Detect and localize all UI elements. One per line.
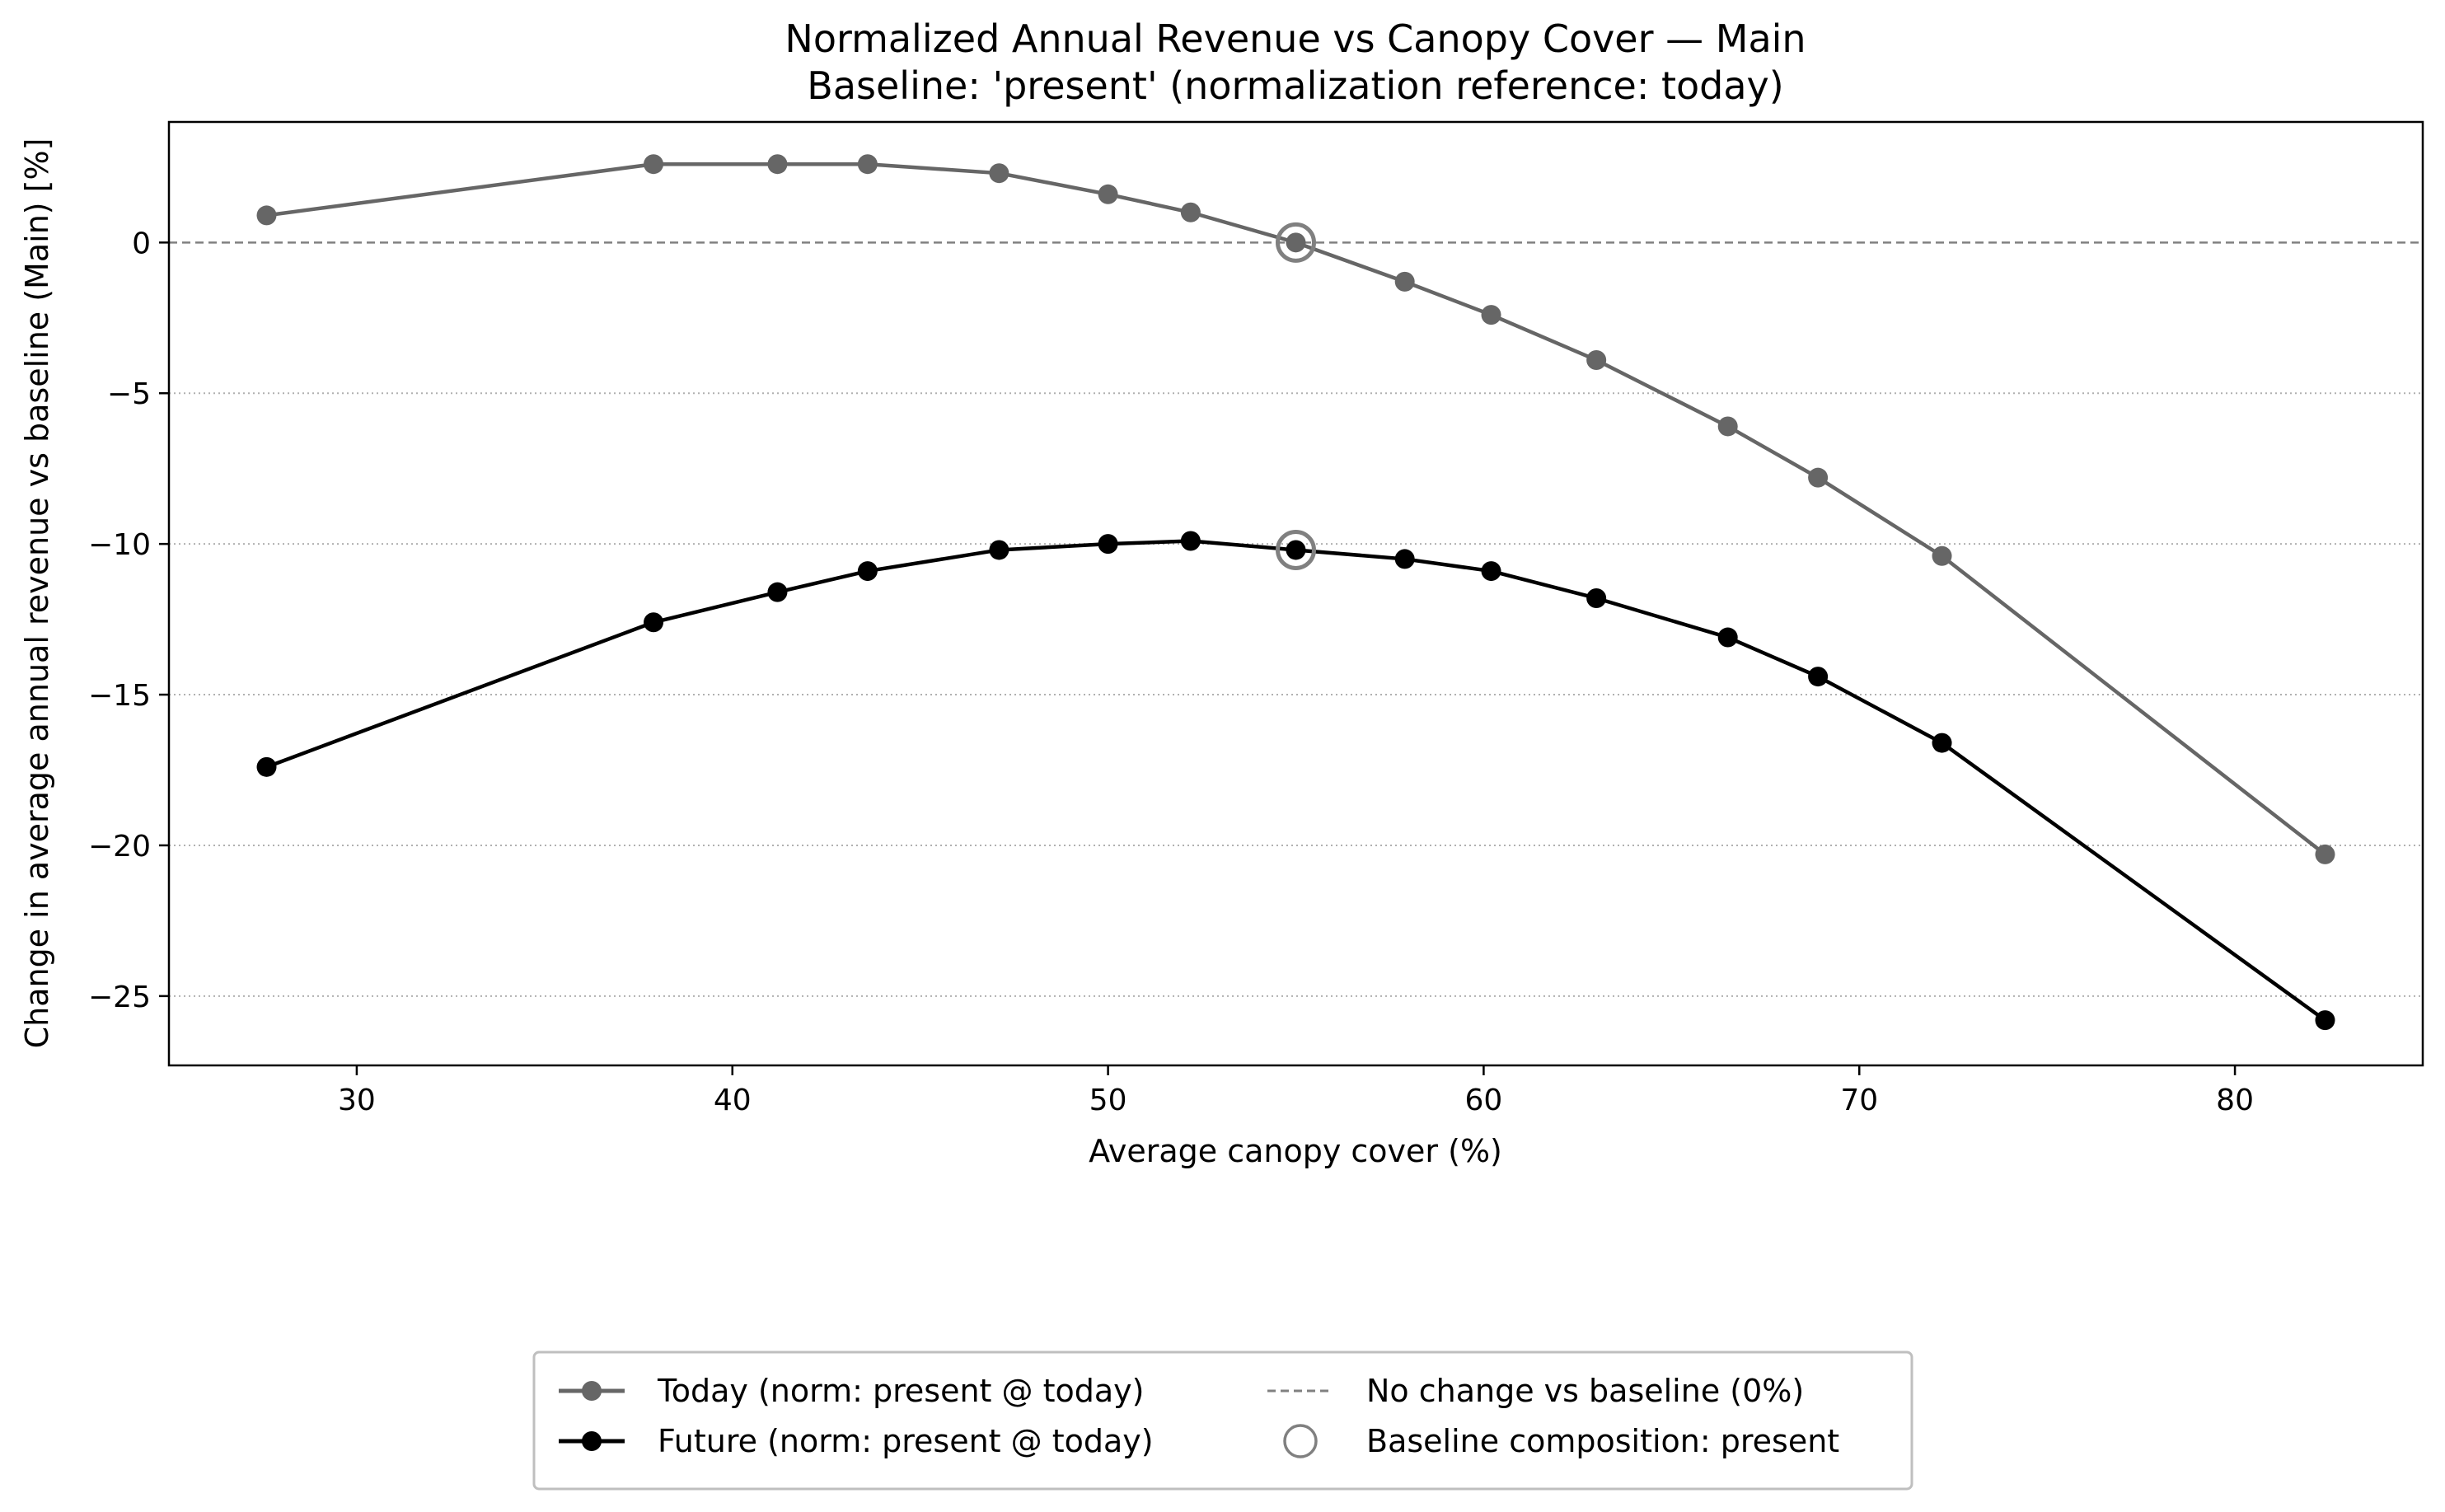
data-point-today	[767, 154, 788, 175]
data-point-future	[256, 756, 277, 777]
data-point-today	[1286, 232, 1306, 253]
data-point-future	[767, 582, 788, 602]
data-point-today	[644, 154, 664, 175]
data-point-future	[1717, 627, 1738, 648]
x-tick-label: 60	[1465, 1084, 1503, 1117]
data-point-future	[1586, 587, 1607, 608]
data-point-today	[1717, 416, 1738, 437]
data-point-future	[644, 612, 664, 633]
legend-marker-future	[582, 1431, 602, 1451]
x-tick-label: 70	[1840, 1084, 1878, 1117]
y-tick-label: −25	[88, 981, 151, 1014]
x-tick-label: 40	[714, 1084, 752, 1117]
x-tick-label: 30	[338, 1084, 376, 1117]
data-point-future	[1394, 549, 1415, 569]
data-point-future	[857, 561, 878, 582]
data-point-today	[1481, 305, 1501, 325]
legend-marker-today	[582, 1381, 602, 1401]
data-point-future	[1286, 540, 1306, 560]
data-point-today	[857, 154, 878, 175]
data-point-future	[989, 540, 1009, 560]
plot-frame	[167, 120, 2424, 1067]
baseline-marker	[1276, 529, 1316, 570]
data-point-today	[1932, 545, 1952, 566]
x-tick-label: 80	[2216, 1084, 2254, 1117]
x-tick-label: 50	[1089, 1084, 1127, 1117]
data-point-future	[2315, 1010, 2335, 1031]
data-point-future	[1808, 667, 1829, 687]
data-point-future	[1180, 531, 1201, 551]
data-point-today	[989, 163, 1009, 184]
legend-marker-baseline	[1283, 1424, 1318, 1458]
chart-title: Normalized Annual Revenue vs Canopy Cove…	[785, 16, 1806, 61]
data-point-today	[2315, 844, 2335, 864]
y-tick-label: −15	[88, 679, 151, 713]
y-axis-label: Change in average annual revenue vs base…	[19, 138, 55, 1049]
chart-subtitle: Baseline: 'present' (normalization refer…	[807, 63, 1783, 108]
baseline-marker-layer	[1276, 222, 1316, 570]
baseline-marker	[1276, 222, 1316, 263]
y-tick-label: 0	[132, 227, 151, 260]
data-point-today	[1180, 202, 1201, 222]
data-point-future	[1481, 561, 1501, 582]
y-tick-label: −20	[88, 830, 151, 864]
x-axis-ticks: 30 40 50 60 70 80	[338, 1065, 2254, 1117]
legend: Today (norm: present @ today) Future (no…	[532, 1351, 1913, 1491]
data-point-future	[1932, 733, 1952, 753]
legend-label-baseline: Baseline composition: present	[1366, 1423, 1839, 1459]
data-point-today	[1808, 467, 1829, 488]
data-point-today	[256, 205, 277, 226]
data-point-today	[1098, 184, 1118, 204]
legend-label-today: Today (norm: present @ today)	[657, 1373, 1144, 1409]
y-tick-label: −5	[107, 377, 151, 411]
legend-label-reference: No change vs baseline (0%)	[1366, 1373, 1804, 1409]
y-tick-label: −10	[88, 528, 151, 562]
x-axis-label: Average canopy cover (%)	[1089, 1133, 1502, 1169]
data-point-future	[1098, 534, 1118, 555]
data-point-today	[1586, 349, 1607, 370]
data-point-today	[1394, 271, 1415, 292]
y-axis-ticks: 0 −5 −10 −15 −20 −25	[88, 227, 169, 1014]
legend-box	[532, 1351, 1913, 1491]
legend-label-future: Future (norm: present @ today)	[658, 1423, 1154, 1459]
series-layer	[256, 154, 2335, 1031]
